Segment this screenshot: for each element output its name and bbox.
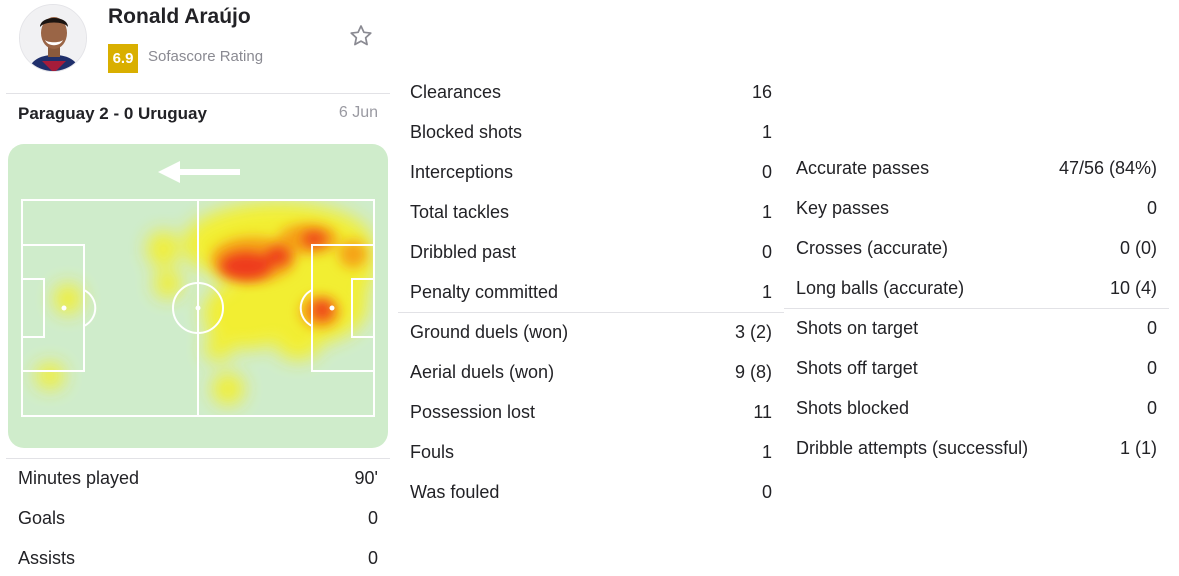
match-title[interactable]: Paraguay 2 - 0 Uruguay — [18, 104, 207, 123]
stat-value: 0 — [761, 161, 772, 182]
star-outline-icon[interactable] — [348, 23, 374, 49]
stat-label: Was fouled — [410, 481, 500, 502]
stat-value: 1 — [761, 121, 772, 142]
stat-value: 16 — [751, 81, 772, 102]
heatmap-divider — [6, 458, 390, 459]
summary-stats: Minutes played 90' Goals 0 Assists 0 — [6, 458, 390, 576]
stat-value: 90' — [354, 467, 378, 488]
stat-label: Shots blocked — [796, 397, 910, 418]
stat-row-shots-blocked: Shots blocked 0 — [784, 388, 1169, 428]
stat-value: 1 — [761, 281, 772, 302]
rating-label: Sofascore Rating — [148, 48, 264, 65]
stat-label: Long balls (accurate) — [796, 277, 965, 298]
stat-value: 0 — [1146, 318, 1157, 338]
stat-value: 0 — [367, 547, 378, 568]
heatmap — [8, 144, 388, 448]
stat-row-ground-duels: Ground duels (won) 3 (2) — [398, 312, 784, 352]
stat-value: 3 (2) — [734, 322, 772, 342]
stat-value: 1 — [761, 201, 772, 222]
stat-label: Accurate passes — [796, 157, 930, 178]
stat-row-possession-lost: Possession lost 11 — [398, 392, 784, 432]
stat-row-penalty-committed: Penalty committed 1 — [398, 272, 784, 312]
stat-row-key-passes: Key passes 0 — [784, 188, 1169, 228]
stat-value: 0 — [761, 481, 772, 502]
stat-value: 0 — [1146, 197, 1157, 218]
stat-value: 10 (4) — [1109, 277, 1157, 298]
stat-label: Shots off target — [796, 357, 918, 378]
stat-label: Clearances — [410, 81, 502, 102]
stat-label: Goals — [18, 507, 66, 528]
stat-row-fouls: Fouls 1 — [398, 432, 784, 472]
match-date: 6 Jun — [338, 104, 378, 121]
stat-value: 0 (0) — [1119, 237, 1157, 258]
stat-label: Dribble attempts (successful) — [796, 437, 1029, 458]
player-avatar — [19, 4, 87, 72]
stat-label: Aerial duels (won) — [410, 361, 555, 382]
stat-label: Ground duels (won) — [410, 322, 569, 342]
stat-row-blocked-shots: Blocked shots 1 — [398, 112, 784, 152]
stat-row-interceptions: Interceptions 0 — [398, 152, 784, 192]
stat-value: 0 — [1146, 357, 1157, 378]
stat-row-long-balls: Long balls (accurate) 10 (4) — [784, 268, 1169, 308]
stat-row-shots-off-target: Shots off target 0 — [784, 348, 1169, 388]
stat-label: Key passes — [796, 197, 890, 218]
stat-row-shots-on-target: Shots on target 0 — [784, 308, 1169, 348]
player-panel: Ronald Araújo 6.9 Sofascore Rating Parag… — [6, 0, 390, 576]
stat-value: 0 — [761, 241, 772, 262]
stat-row-was-fouled: Was fouled 0 — [398, 472, 784, 512]
defense-duels-stats: Clearances 16 Blocked shots 1 Intercepti… — [398, 72, 784, 512]
stat-label: Crosses (accurate) — [796, 237, 949, 258]
stat-value: 0 — [1146, 397, 1157, 418]
stat-label: Possession lost — [410, 401, 536, 422]
stat-value: 47/56 (84%) — [1058, 157, 1157, 178]
stat-label: Dribbled past — [410, 241, 517, 262]
stat-label: Fouls — [410, 441, 455, 462]
stat-value: 9 (8) — [734, 361, 772, 382]
stat-row-crosses: Crosses (accurate) 0 (0) — [784, 228, 1169, 268]
stat-label: Assists — [18, 547, 76, 568]
stat-row-dribbled-past: Dribbled past 0 — [398, 232, 784, 272]
stat-value: 11 — [753, 401, 772, 422]
stat-row-total-tackles: Total tackles 1 — [398, 192, 784, 232]
stat-value: 1 (1) — [1119, 437, 1157, 458]
stat-row-goals: Goals 0 — [6, 498, 390, 538]
stat-row-assists: Assists 0 — [6, 538, 390, 576]
stat-row-minutes-played: Minutes played 90' — [6, 458, 390, 498]
arrow-left-icon — [158, 161, 240, 183]
stat-row-dribble-attempts: Dribble attempts (successful) 1 (1) — [784, 428, 1169, 468]
stat-label: Interceptions — [410, 161, 514, 182]
stat-label: Shots on target — [796, 318, 919, 338]
stat-value: 0 — [367, 507, 378, 528]
stat-row-aerial-duels: Aerial duels (won) 9 (8) — [398, 352, 784, 392]
passing-attack-stats: Accurate passes 47/56 (84%) Key passes 0… — [784, 148, 1169, 468]
header-divider — [6, 93, 390, 94]
stat-label: Blocked shots — [410, 121, 523, 142]
stat-value: 1 — [761, 441, 772, 462]
stat-row-accurate-passes: Accurate passes 47/56 (84%) — [784, 148, 1169, 188]
stat-label: Total tackles — [410, 201, 510, 222]
player-name: Ronald Araújo — [108, 5, 251, 28]
rating-badge: 6.9 — [108, 44, 138, 73]
stat-label: Penalty committed — [410, 281, 559, 302]
stat-label: Minutes played — [18, 467, 140, 488]
stat-row-clearances: Clearances 16 — [398, 72, 784, 112]
